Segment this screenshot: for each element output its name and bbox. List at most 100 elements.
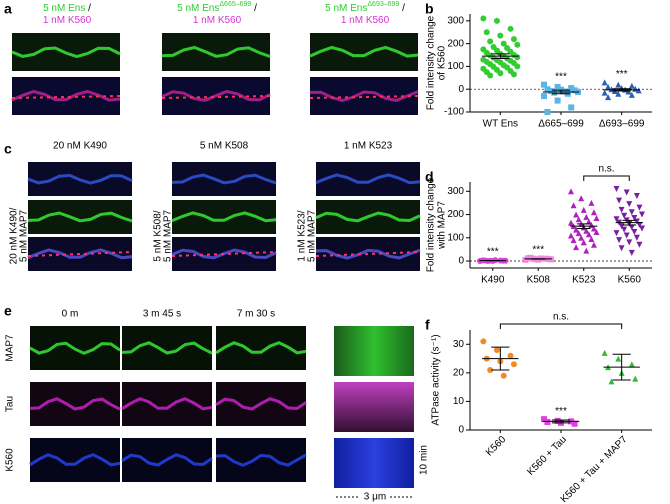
mean-error-bar bbox=[482, 346, 519, 371]
data-point bbox=[544, 419, 551, 425]
filament bbox=[161, 45, 271, 58]
data-point bbox=[590, 225, 597, 232]
mean-error-bar bbox=[603, 353, 640, 381]
data-point bbox=[497, 70, 504, 77]
data-point bbox=[510, 361, 517, 368]
data-point bbox=[568, 188, 575, 195]
data-point bbox=[493, 347, 500, 353]
filament bbox=[11, 46, 121, 59]
row-label: Tau bbox=[5, 396, 16, 412]
filament bbox=[171, 248, 277, 260]
data-point bbox=[626, 201, 633, 208]
y-tick-label: 200 bbox=[447, 209, 464, 220]
data-point bbox=[554, 417, 561, 424]
significance: *** bbox=[555, 71, 567, 82]
data-point bbox=[514, 54, 521, 61]
bracket bbox=[583, 175, 630, 181]
data-point bbox=[633, 192, 640, 199]
data-point bbox=[615, 90, 622, 97]
data-point bbox=[615, 355, 622, 362]
data-point bbox=[623, 189, 630, 196]
data-point bbox=[510, 71, 517, 78]
filament bbox=[315, 211, 421, 223]
mean-error-bar bbox=[570, 223, 598, 229]
x-tick-label: K490 bbox=[481, 275, 505, 286]
data-point bbox=[483, 29, 490, 36]
data-point bbox=[631, 228, 638, 235]
x-tick-label: WT Ens bbox=[483, 119, 518, 130]
data-point bbox=[583, 213, 590, 220]
mean-error-bar bbox=[615, 219, 643, 226]
filament-overlay bbox=[315, 251, 421, 257]
data-point bbox=[638, 225, 645, 232]
filament bbox=[171, 211, 277, 223]
side-label: 20 nM K490/ bbox=[9, 207, 20, 264]
data-point bbox=[507, 25, 514, 32]
data-point bbox=[547, 88, 554, 95]
panel-letter: e bbox=[4, 303, 12, 319]
data-point bbox=[568, 85, 575, 92]
data-point bbox=[588, 199, 595, 206]
y-axis-label: ATPase activity (s⁻¹) bbox=[431, 334, 442, 425]
filament-overlay bbox=[171, 251, 277, 257]
filament bbox=[315, 248, 421, 260]
side-label: 1 nM K523/ bbox=[297, 210, 308, 261]
data-point bbox=[605, 94, 612, 101]
data-point bbox=[601, 89, 608, 96]
data-point bbox=[487, 367, 494, 373]
data-point bbox=[628, 249, 635, 256]
data-point bbox=[570, 202, 577, 209]
data-point bbox=[638, 211, 645, 218]
filament bbox=[121, 453, 213, 467]
data-point bbox=[578, 234, 585, 241]
side-label: 5 nM MAP7 bbox=[19, 209, 30, 262]
label-part: 1 nM K560 bbox=[341, 15, 390, 26]
y-tick-label: 100 bbox=[447, 61, 464, 72]
significance: *** bbox=[487, 247, 499, 258]
data-point bbox=[568, 232, 575, 239]
x-tick-label: Δ665–699 bbox=[538, 119, 584, 130]
significance: *** bbox=[532, 244, 544, 255]
data-point bbox=[636, 204, 643, 211]
data-point bbox=[616, 197, 623, 204]
data-point bbox=[578, 195, 585, 202]
data-point bbox=[568, 219, 575, 226]
bracket-label: n.s. bbox=[598, 164, 614, 175]
side-label: 5 nM MAP7 bbox=[307, 209, 318, 262]
data-point bbox=[636, 222, 643, 228]
mean-error-bar bbox=[482, 53, 519, 59]
kymograph bbox=[334, 326, 414, 376]
x-tick-label: K523 bbox=[572, 275, 596, 286]
data-point bbox=[605, 83, 612, 90]
data-point bbox=[497, 32, 504, 39]
data-point bbox=[541, 93, 548, 100]
data-point bbox=[580, 239, 587, 246]
panel-letter: a bbox=[4, 1, 12, 17]
time-scale: 10 min bbox=[419, 445, 430, 475]
data-point bbox=[628, 361, 635, 368]
y-tick-label: 0 bbox=[458, 425, 464, 436]
data-point bbox=[493, 17, 500, 24]
image-label: 5 nM Ens / bbox=[43, 3, 91, 14]
data-point bbox=[623, 232, 630, 239]
y-tick-label: 300 bbox=[447, 186, 464, 197]
x-tick-label: K560 + Tau bbox=[525, 434, 569, 478]
filament bbox=[121, 341, 213, 355]
image-label: 5 nM K508 bbox=[200, 141, 249, 152]
data-point bbox=[601, 349, 608, 356]
data-point bbox=[585, 231, 592, 238]
data-point bbox=[580, 206, 587, 213]
micrograph bbox=[310, 33, 418, 71]
x-tick-label: K508 bbox=[527, 275, 551, 286]
y-axis-label: Fold intensity change bbox=[426, 15, 437, 110]
label-part: 5 nM Ens bbox=[325, 3, 367, 14]
data-point bbox=[590, 241, 597, 248]
label-part: 1 nM K560 bbox=[193, 15, 242, 26]
filament bbox=[29, 397, 121, 411]
label-part: / bbox=[399, 3, 405, 14]
filament bbox=[215, 397, 307, 411]
data-point bbox=[616, 237, 623, 244]
data-point bbox=[514, 41, 521, 48]
data-point bbox=[621, 226, 628, 233]
label-part: Δ693–699 bbox=[367, 1, 399, 8]
